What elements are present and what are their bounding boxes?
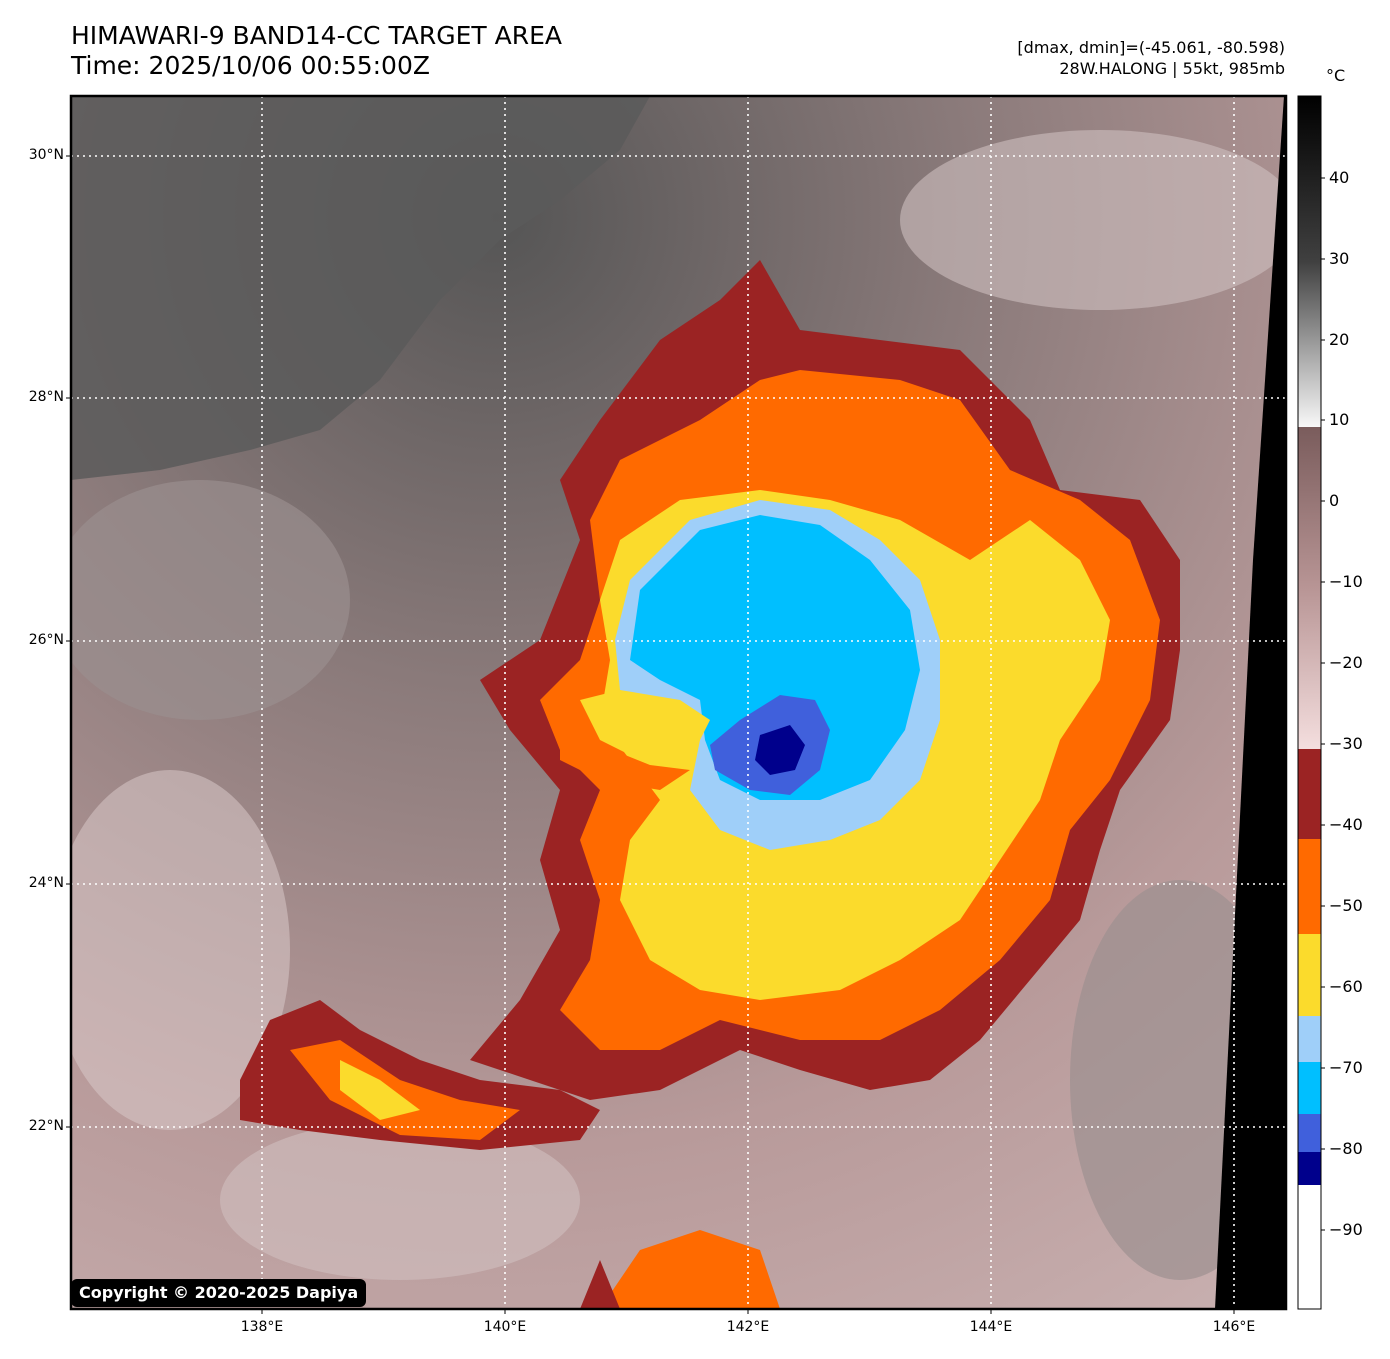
colorbar [1297,95,1325,1310]
colorbar-tick-minus70: −70 [1329,1058,1363,1077]
colorbar-tick-minus90: −90 [1329,1220,1363,1239]
lat-label-22n: 22°N [28,1118,64,1134]
colorbar-tick-minus80: −80 [1329,1139,1363,1158]
colorbar-unit: °C [1326,66,1346,85]
map-image [71,96,1286,1309]
lon-label-146e: 146°E [1212,1319,1256,1335]
colorbar-tick-20: 20 [1329,330,1350,349]
lat-label-24n: 24°N [28,875,64,891]
lon-label-142e: 142°E [726,1319,770,1335]
colorbar-tick-30: 30 [1329,249,1350,268]
colorbar-tick-10: 10 [1329,410,1350,429]
colorbar-tick-minus10: −10 [1329,572,1363,591]
colorbar-tick-minus30: −30 [1329,734,1363,753]
lon-label-144e: 144°E [969,1319,1013,1335]
colorbar-tick-0: 0 [1329,491,1340,510]
colorbar-tick-minus60: −60 [1329,977,1363,996]
lon-label-138e: 138°E [240,1319,284,1335]
lat-label-26n: 26°N [28,632,64,648]
colorbar-tick-minus20: −20 [1329,653,1363,672]
lon-label-140e: 140°E [483,1319,527,1335]
lat-label-28n: 28°N [28,389,64,405]
lat-label-30n: 30°N [28,147,64,163]
map-frame [69,94,1288,1311]
chart-title: HIMAWARI-9 BAND14-CC TARGET AREA [71,21,563,50]
colorbar-tick-minus50: −50 [1329,896,1363,915]
storm-info: 28W.HALONG | 55kt, 985mb [1059,59,1285,78]
axis-ticks [66,155,1235,1314]
colorbar-tick-40: 40 [1329,168,1350,187]
colorbar-tick-minus40: −40 [1329,815,1363,834]
temperature-range: [dmax, dmin]=(-45.061, -80.598) [1017,38,1285,57]
graticule [71,96,1286,1309]
timestamp: Time: 2025/10/06 00:55:00Z [71,51,430,80]
copyright-badge: Copyright © 2020-2025 Dapiya [71,1279,367,1307]
